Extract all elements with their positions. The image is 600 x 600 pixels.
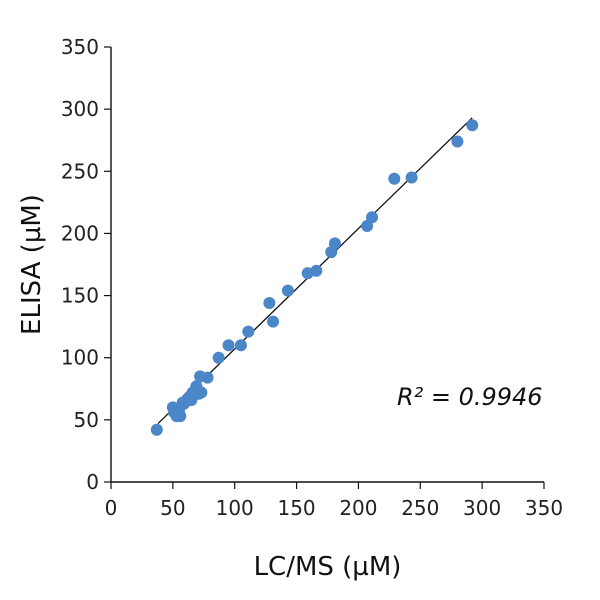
y-axis-ticks: 0 50 100 150 200 250 300 350 [61,35,111,494]
chart-annotations: R² = 0.9946 [397,383,543,411]
y-tick-label: 300 [61,97,99,121]
data-point [405,171,418,184]
x-tick-label: 300 [463,496,501,520]
data-point [234,339,247,352]
y-tick-label: 100 [61,346,99,370]
data-point [366,211,379,224]
x-tick-label: 250 [401,496,439,520]
data-point [201,371,214,384]
y-axis-title: ELISA (µM) [17,194,47,335]
x-tick-label: 350 [525,496,563,520]
data-point [222,339,235,352]
data-point [361,219,374,232]
x-tick-label: 200 [339,496,377,520]
chart-axes [110,47,544,483]
x-tick-label: 0 [105,496,118,520]
data-point [281,284,294,297]
x-tick-label: 100 [216,496,254,520]
data-point [451,135,464,148]
y-tick-label: 0 [86,470,99,494]
data-point [212,351,225,364]
r-squared-annotation: R² = 0.9946 [397,383,543,411]
x-axis-title: LC/MS (µM) [254,552,402,582]
x-axis-ticks: 0 50 100 150 200 250 300 350 [105,482,563,520]
data-point [328,237,341,250]
data-point [267,315,280,328]
y-tick-label: 250 [61,159,99,183]
data-point [150,423,163,436]
data-point [242,325,255,338]
y-tick-label: 50 [74,408,99,432]
data-points [150,119,479,436]
y-tick-label: 200 [61,221,99,245]
y-tick-label: 150 [61,284,99,308]
data-point [263,297,276,310]
data-point [388,172,401,185]
data-point [466,119,479,132]
data-point [174,410,187,423]
data-point [310,264,323,277]
x-tick-label: 50 [160,496,185,520]
y-tick-label: 350 [61,35,99,59]
data-point [195,386,208,399]
x-tick-label: 150 [277,496,315,520]
